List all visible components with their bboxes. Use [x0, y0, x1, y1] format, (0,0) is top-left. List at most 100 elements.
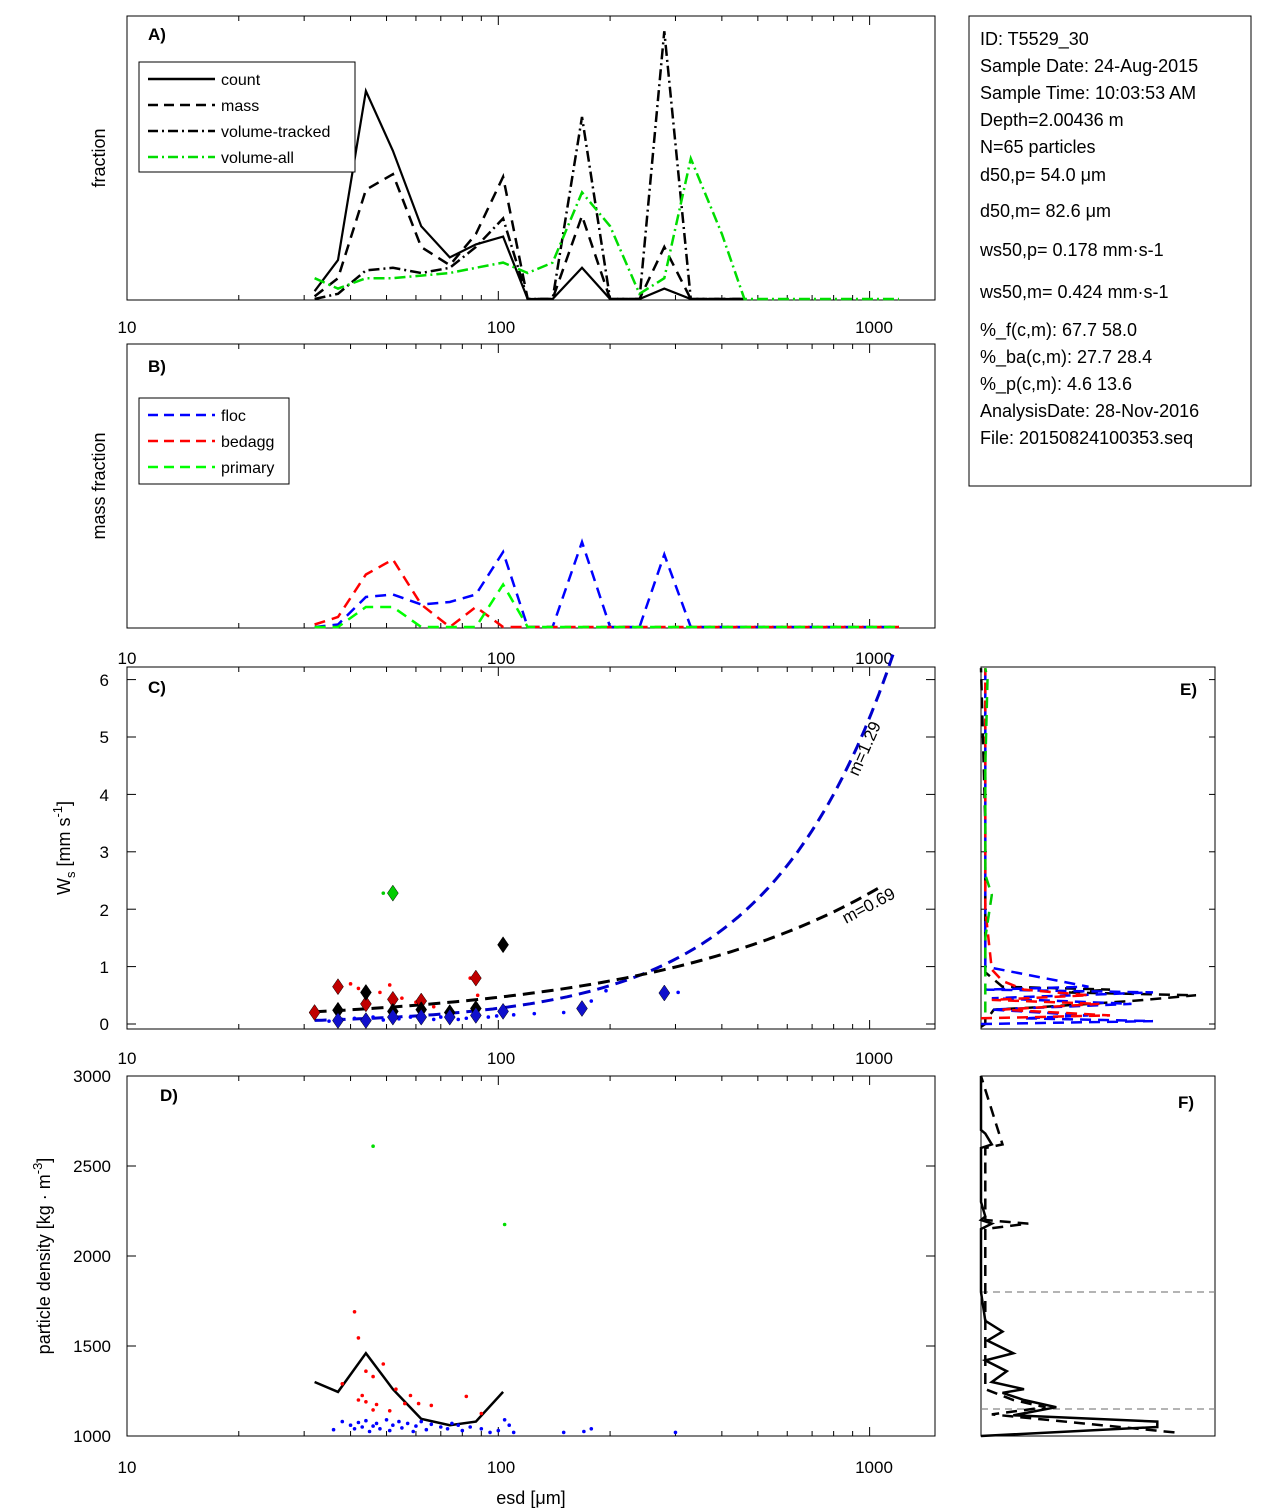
scatter-dot: [475, 993, 480, 998]
panel-d-xtick-10: 10: [118, 1458, 137, 1477]
hist-line-f-1: [979, 1075, 1175, 1434]
density-dot: [340, 1419, 345, 1424]
scatter-dot: [589, 999, 594, 1003]
legend-volume-all: volume-all: [221, 150, 294, 167]
density-dot: [360, 1393, 365, 1398]
density-dot: [429, 1422, 434, 1427]
median-diamond: [360, 1012, 372, 1029]
info-ws50m: ws50,m= 0.424 mm·s-1: [979, 282, 1169, 302]
scatter-dot: [371, 1015, 375, 1019]
panel-f: F): [978, 1075, 1216, 1438]
density-dot: [352, 1310, 357, 1314]
scatter-dot: [494, 1014, 499, 1018]
scatter-dot: [381, 891, 386, 895]
legend-primary: primary: [221, 460, 274, 477]
density-dot: [340, 1382, 345, 1386]
scatter-dot: [486, 1015, 491, 1019]
median-diamond: [387, 1008, 399, 1026]
series-line-volume-tracked: [314, 31, 745, 301]
scatter-dot: [431, 1004, 436, 1009]
density-dot: [394, 1387, 398, 1391]
panel-c-ytick-3: 3: [100, 843, 109, 862]
legend-floc: floc: [221, 408, 246, 425]
scatter-dot: [438, 1015, 443, 1019]
panel-d-ticks: [126, 1075, 935, 1437]
density-dot: [438, 1425, 443, 1429]
density-dot: [356, 1336, 361, 1340]
legend-count: count: [221, 72, 261, 89]
panel-c-label: C): [148, 678, 166, 697]
scatter-dot: [532, 1011, 537, 1016]
median-diamond: [658, 984, 671, 1002]
median-diamond: [332, 1012, 344, 1029]
density-dot: [371, 1408, 375, 1412]
density-dot: [364, 1369, 368, 1373]
info-depth: Depth=2.00436 m: [980, 110, 1124, 130]
density-dot: [403, 1401, 407, 1406]
info-pct-p: %_p(c,m): 4.6 13.6: [980, 374, 1132, 395]
density-dot: [387, 1428, 392, 1433]
panel-c-ytick-2: 2: [100, 901, 109, 920]
info-d50m: d50,m= 82.6 μm: [980, 201, 1111, 221]
density-dot: [331, 1427, 336, 1432]
panel-c-ytick-5: 5: [100, 728, 109, 747]
info-box: ID: T5529_30 Sample Date: 24-Aug-2015 Sa…: [968, 15, 1252, 487]
panel-e-ticks: [981, 679, 1215, 1025]
hist-line-e-3: [984, 667, 994, 1013]
panel-e-label: E): [1180, 680, 1197, 699]
panel-a: A) fraction 10 100 1000 count mass volum…: [89, 15, 936, 337]
density-dot: [374, 1421, 379, 1426]
median-diamond: [576, 1000, 588, 1017]
scatter-dot: [464, 1016, 469, 1021]
density-dot: [408, 1393, 413, 1398]
density-dot: [488, 1430, 492, 1435]
density-dot: [400, 1426, 404, 1430]
scatter-dot: [327, 1019, 331, 1023]
panel-a-legend: count mass volume-tracked volume-all: [138, 61, 356, 173]
density-dot: [371, 1374, 375, 1379]
panel-a-xtick-100: 100: [487, 318, 515, 337]
density-dot: [450, 1421, 454, 1426]
info-pct-f: %_f(c,m): 67.7 58.0: [980, 320, 1137, 341]
panel-a-label: A): [148, 25, 166, 44]
density-dot: [381, 1362, 386, 1366]
median-diamond: [470, 969, 482, 987]
panel-d-ylabel: particle density [kg · m-3]: [30, 1158, 54, 1355]
density-dot: [387, 1409, 392, 1413]
scatter-dot: [676, 990, 680, 995]
density-dot: [582, 1429, 586, 1434]
density-dot: [414, 1424, 418, 1428]
density-dot: [464, 1394, 469, 1399]
panel-e: E): [979, 666, 1216, 1030]
series-line-floc: [314, 538, 899, 629]
median-diamond: [387, 884, 399, 902]
panel-d: D) particle density [kg · m-3] 10 100 10…: [30, 1067, 936, 1508]
density-dot: [456, 1423, 461, 1427]
panel-b-label: B): [148, 357, 166, 376]
scatter-dot: [356, 986, 361, 991]
info-d50p: d50,p= 54.0 μm: [980, 165, 1106, 185]
legend-mass: mass: [221, 98, 259, 115]
panel-c-ylabel: Ws [mm s-1]: [50, 801, 78, 895]
scatter-dot: [511, 1013, 516, 1017]
panel-a-xtick-10: 10: [118, 318, 137, 337]
density-dot: [360, 1425, 365, 1429]
median-diamond: [443, 1008, 456, 1026]
scatter-dot: [408, 1015, 413, 1019]
series-line-primary: [314, 582, 899, 629]
scatter-dot: [431, 1017, 436, 1022]
panel-e-lines: [979, 667, 1197, 1028]
panel-f-lines: [978, 1075, 1215, 1438]
density-dot: [348, 1423, 353, 1427]
panel-d-ytick-1000: 1000: [73, 1427, 111, 1446]
median-diamond: [497, 1002, 509, 1020]
median-diamond: [470, 1006, 482, 1024]
median-diamond: [332, 978, 344, 996]
density-dot: [496, 1428, 501, 1433]
legend-volume-tracked: volume-tracked: [221, 124, 330, 141]
panel-c-ticks: [126, 667, 935, 1029]
hist-line-e-2: [980, 668, 1111, 1020]
panel-c-ytick-0: 0: [100, 1015, 109, 1034]
scatter-dot: [348, 982, 353, 986]
